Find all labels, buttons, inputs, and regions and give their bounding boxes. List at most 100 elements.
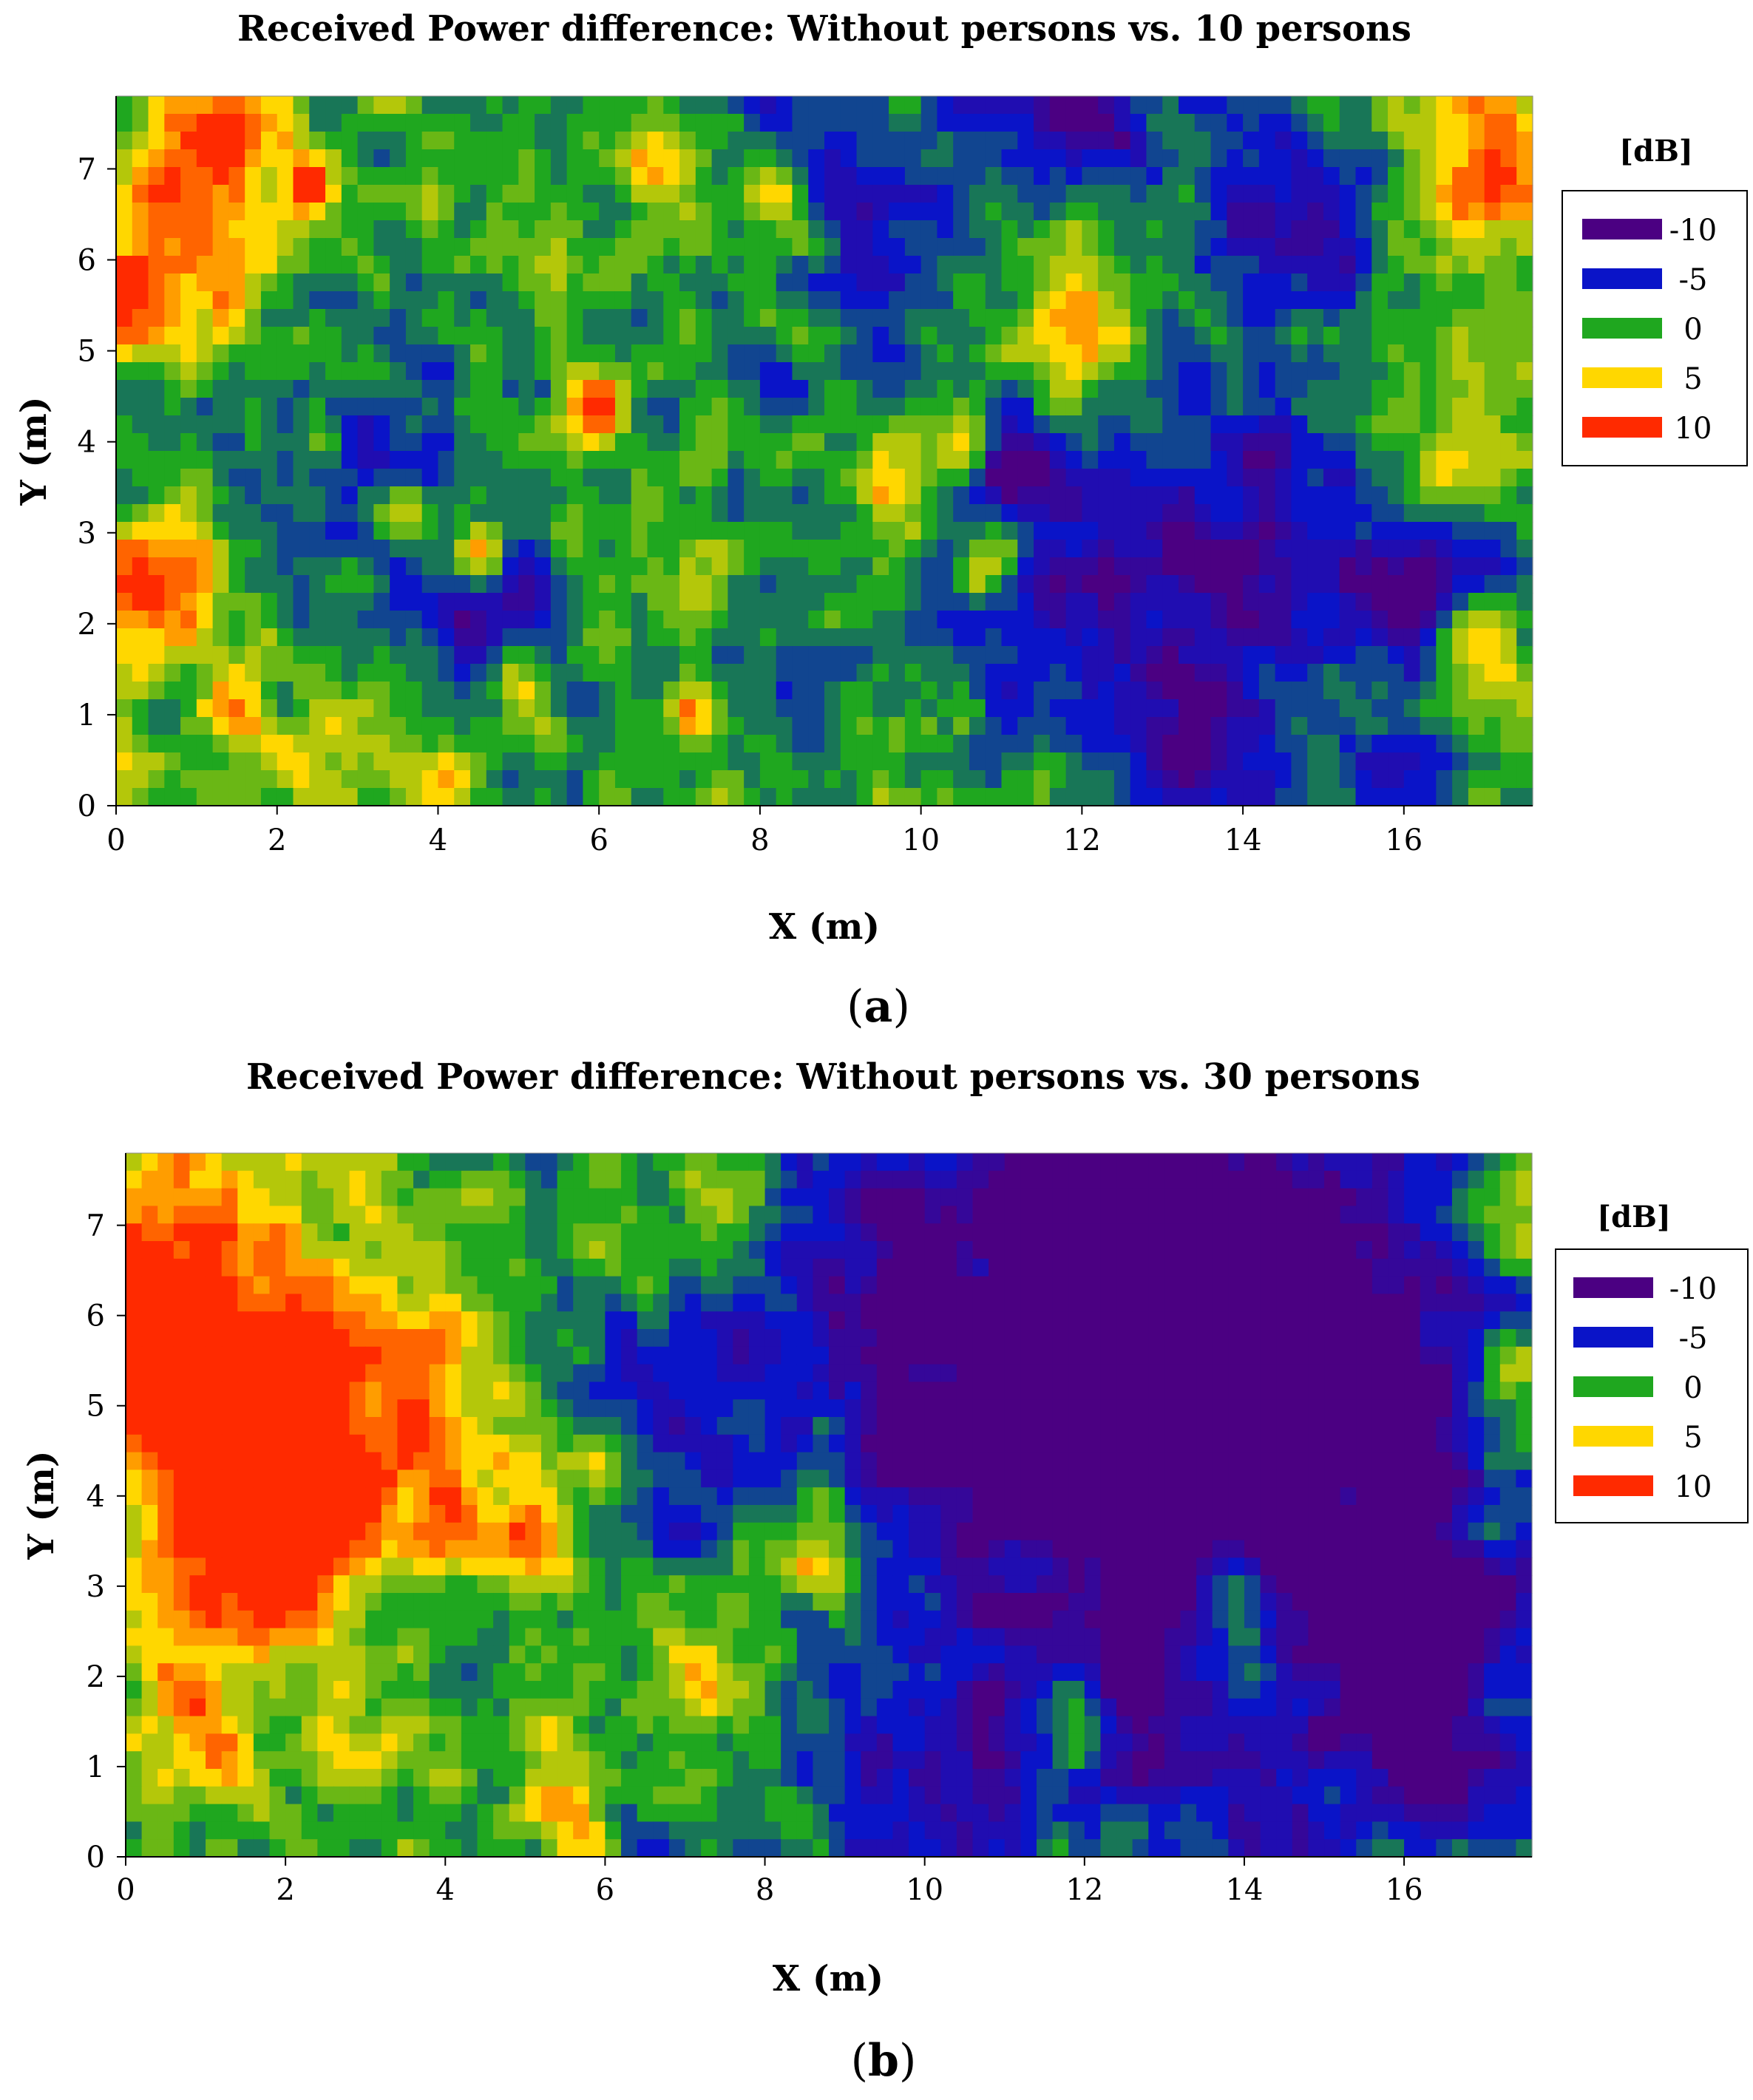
heatmap-cell xyxy=(1339,309,1357,327)
heatmap-cell xyxy=(180,256,197,274)
heatmap-cell xyxy=(260,646,278,665)
heatmap-cell xyxy=(1436,469,1453,487)
heatmap-cell xyxy=(1162,593,1179,611)
heatmap-cell xyxy=(924,1294,941,1312)
heatmap-cell xyxy=(293,593,310,611)
heatmap-cell xyxy=(1082,451,1099,469)
heatmap-cell xyxy=(1017,469,1034,487)
heatmap-cell xyxy=(1098,770,1115,789)
heatmap-cell xyxy=(876,1346,894,1365)
heatmap-cell xyxy=(920,522,938,540)
heatmap-cell xyxy=(1484,220,1502,239)
heatmap-cell xyxy=(550,96,568,115)
heatmap-cell xyxy=(540,1399,558,1418)
heatmap-cell xyxy=(872,273,889,292)
heatmap-cell xyxy=(861,1206,878,1224)
heatmap-cell xyxy=(605,1417,622,1435)
heatmap-cell xyxy=(1516,167,1533,186)
heatmap-cell xyxy=(1148,1258,1165,1277)
heatmap-cell xyxy=(357,380,374,398)
heatmap-cell xyxy=(1276,1170,1293,1189)
heatmap-cell xyxy=(856,575,873,594)
heatmap-cell xyxy=(373,752,390,771)
heatmap-cell xyxy=(985,309,1003,327)
heatmap-cell xyxy=(1403,273,1421,292)
heatmap-cell xyxy=(1436,752,1453,771)
heatmap-cell xyxy=(1291,611,1308,629)
heatmap-cell xyxy=(621,1294,638,1312)
heatmap-cell xyxy=(1324,1382,1341,1400)
heatmap-cell xyxy=(1100,1206,1117,1224)
heatmap-cell xyxy=(1212,1223,1229,1242)
heatmap-cell xyxy=(892,1346,909,1365)
heatmap-cell xyxy=(1371,433,1389,452)
heatmap-cell xyxy=(647,628,664,647)
heatmap-cell xyxy=(341,149,359,168)
heatmap-cell xyxy=(1420,1346,1437,1365)
heatmap-cell xyxy=(557,1417,574,1435)
heatmap-cell xyxy=(509,1294,526,1312)
heatmap-cell xyxy=(599,344,616,363)
heatmap-cell xyxy=(969,575,986,594)
heatmap-cell xyxy=(1291,469,1308,487)
heatmap-cell xyxy=(920,291,938,310)
heatmap-cell xyxy=(985,770,1003,789)
heatmap-cell xyxy=(876,1417,894,1435)
heatmap-cell xyxy=(260,557,278,576)
heatmap-cell xyxy=(1324,1223,1341,1242)
heatmap-cell xyxy=(808,699,825,718)
heatmap-cell xyxy=(196,96,214,115)
heatmap-cell xyxy=(1227,699,1244,718)
heatmap-cell xyxy=(1132,1364,1149,1382)
heatmap-cell xyxy=(1500,309,1517,327)
heatmap-cell xyxy=(1148,1311,1165,1330)
heatmap-cell xyxy=(920,203,938,221)
heatmap-cell xyxy=(1484,96,1502,115)
heatmap-cell xyxy=(1210,752,1227,771)
heatmap-cell xyxy=(904,557,922,576)
heatmap-cell xyxy=(985,362,1003,381)
heatmap-cell xyxy=(701,1153,718,1172)
heatmap-cell xyxy=(269,1399,286,1418)
heatmap-cell xyxy=(1017,451,1034,469)
heatmap-cell xyxy=(1162,646,1179,665)
heatmap-cell xyxy=(325,362,342,381)
heatmap-cell xyxy=(904,185,922,203)
heatmap-cell xyxy=(728,433,745,452)
heatmap-cell xyxy=(1276,1329,1293,1348)
heatmap-cell xyxy=(325,256,342,274)
heatmap-cell xyxy=(614,628,632,647)
heatmap-cell xyxy=(1116,1188,1133,1206)
heatmap-cell xyxy=(631,717,648,735)
heatmap-cell xyxy=(373,203,390,221)
heatmap-cell xyxy=(180,451,197,469)
heatmap-cell xyxy=(196,664,214,682)
heatmap-cell xyxy=(1516,1188,1533,1206)
heatmap-cell xyxy=(599,185,616,203)
heatmap-cell xyxy=(701,1382,718,1400)
heatmap-cell xyxy=(1420,1417,1437,1435)
heatmap-cell xyxy=(1388,611,1405,629)
heatmap-cell xyxy=(937,96,954,115)
heatmap-cell xyxy=(285,1417,302,1435)
heatmap-cell xyxy=(325,575,342,594)
heatmap-cell xyxy=(1484,309,1502,327)
heatmap-cell xyxy=(1499,1329,1516,1348)
heatmap-cell xyxy=(937,664,954,682)
heatmap-cell xyxy=(573,1258,590,1277)
heatmap-cell xyxy=(1371,1276,1389,1294)
heatmap-cell xyxy=(164,380,181,398)
heatmap-cell xyxy=(454,540,471,558)
heatmap-cell xyxy=(390,469,407,487)
heatmap-cell xyxy=(969,469,986,487)
heatmap-cell xyxy=(228,132,245,150)
heatmap-cell xyxy=(1194,752,1212,771)
heatmap-cell xyxy=(1371,1170,1389,1189)
heatmap-cell xyxy=(477,1241,494,1260)
heatmap-cell xyxy=(824,486,841,505)
heatmap-cell xyxy=(157,1364,174,1382)
heatmap-cell xyxy=(1307,149,1324,168)
heatmap-cell xyxy=(904,149,922,168)
heatmap-cell xyxy=(969,291,986,310)
heatmap-cell xyxy=(872,344,889,363)
